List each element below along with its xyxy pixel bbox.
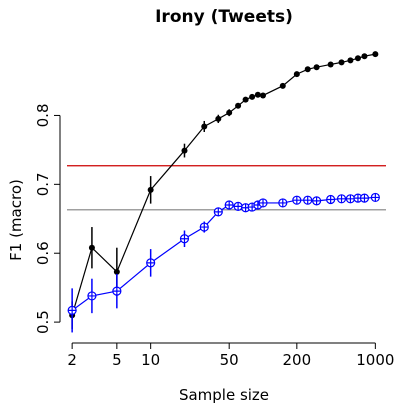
point xyxy=(326,194,336,205)
x-tick-label: 10 xyxy=(141,351,160,369)
point xyxy=(113,268,120,275)
point xyxy=(88,244,95,251)
point xyxy=(201,123,208,130)
point xyxy=(179,234,190,244)
y-axis-label: F1 (macro) xyxy=(7,179,25,261)
y-tick-label: 0.6 xyxy=(34,241,52,265)
point xyxy=(67,305,77,315)
chart-title: Irony (Tweets) xyxy=(155,7,293,27)
point xyxy=(181,147,188,154)
x-tick-label: 5 xyxy=(112,351,122,369)
point xyxy=(249,93,256,100)
point xyxy=(258,198,268,208)
point xyxy=(146,258,156,268)
y-tick-label: 0.7 xyxy=(34,172,52,196)
point xyxy=(215,115,222,122)
x-tick-label: 50 xyxy=(220,351,239,369)
point xyxy=(242,96,249,103)
point xyxy=(372,51,379,58)
point xyxy=(292,195,302,205)
point xyxy=(233,201,243,211)
point xyxy=(199,222,209,232)
point xyxy=(313,64,320,71)
point xyxy=(213,207,223,217)
point xyxy=(303,195,313,205)
point xyxy=(254,91,261,98)
y-tick-label: 0.8 xyxy=(34,104,52,128)
point xyxy=(224,200,234,210)
point xyxy=(278,198,288,208)
x-axis-label: Sample size xyxy=(179,386,269,404)
point xyxy=(347,57,354,64)
point xyxy=(226,109,233,116)
point xyxy=(279,82,286,89)
point xyxy=(354,55,361,62)
point xyxy=(359,193,370,203)
point xyxy=(336,194,347,204)
point xyxy=(293,71,300,78)
x-tick-label: 200 xyxy=(283,351,312,369)
y-tick-label: 0.5 xyxy=(34,310,52,334)
point xyxy=(147,186,154,193)
x-tick-label: 1000 xyxy=(356,351,394,369)
point xyxy=(312,196,322,206)
point xyxy=(370,192,380,203)
x-tick-label: 2 xyxy=(67,351,77,369)
point xyxy=(338,59,345,66)
point xyxy=(327,61,334,68)
point xyxy=(304,66,311,73)
point xyxy=(361,53,368,60)
point xyxy=(260,92,267,99)
point xyxy=(345,194,356,204)
point xyxy=(235,102,242,109)
point xyxy=(87,291,97,301)
point xyxy=(112,286,122,296)
series-line xyxy=(71,53,376,316)
